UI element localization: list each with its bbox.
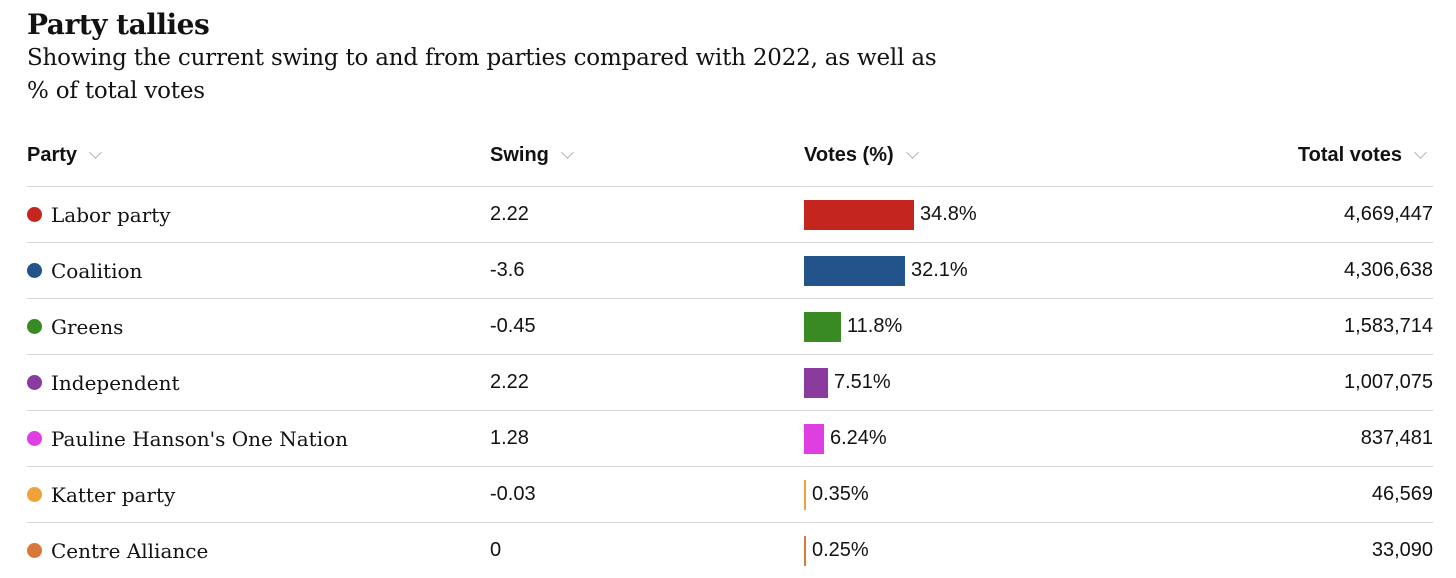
table-body: Labor party 2.22 34.8% 4,669,447 Coalition -3… xyxy=(27,187,1433,578)
swing-value: -0.03 xyxy=(490,483,536,505)
column-header-votes-label: Votes (%) xyxy=(804,144,894,166)
votes-bar xyxy=(804,311,841,342)
table-row: Pauline Hanson's One Nation 1.28 6.24% 837,… xyxy=(27,411,1433,467)
column-header-total-votes[interactable]: Total votes xyxy=(1297,144,1427,167)
table-row: Labor party 2.22 34.8% 4,669,447 xyxy=(27,187,1433,243)
party-cell: Independent xyxy=(27,355,180,410)
party-color-dot-icon xyxy=(27,487,42,502)
chevron-down-icon xyxy=(89,146,102,159)
total-votes-value: 46,569 xyxy=(1371,483,1433,505)
votes-bar xyxy=(804,255,905,286)
party-color-dot-icon xyxy=(27,207,42,222)
table-row: Independent 2.22 7.51% 1,007,075 xyxy=(27,355,1433,411)
swing-value: 2.22 xyxy=(490,371,529,393)
party-cell: Coalition xyxy=(27,243,142,298)
party-tallies-table: Party Swing Votes (%) Total votes Labor … xyxy=(27,128,1433,578)
votes-cell: 34.8% xyxy=(804,187,977,242)
votes-bar xyxy=(804,199,914,230)
total-votes-value: 837,481 xyxy=(1360,427,1433,449)
party-name: Centre Alliance xyxy=(51,538,209,563)
votes-bar xyxy=(804,423,824,454)
table-row: Centre Alliance 0 0.25% 33,090 xyxy=(27,523,1433,578)
column-header-votes[interactable]: Votes (%) xyxy=(804,144,919,167)
votes-percent-label: 32.1% xyxy=(911,259,968,281)
total-votes-value: 4,669,447 xyxy=(1344,203,1433,225)
votes-percent-label: 0.25% xyxy=(812,539,869,561)
party-name: Independent xyxy=(51,370,180,395)
votes-cell: 32.1% xyxy=(804,243,968,298)
chevron-down-icon xyxy=(1414,146,1427,159)
party-cell: Pauline Hanson's One Nation xyxy=(27,411,348,466)
votes-percent-label: 7.51% xyxy=(834,371,891,393)
votes-bar xyxy=(804,479,806,510)
party-name: Katter party xyxy=(51,482,176,507)
votes-percent-label: 34.8% xyxy=(920,203,977,225)
votes-cell: 11.8% xyxy=(804,299,902,354)
table-row: Katter party -0.03 0.35% 46,569 xyxy=(27,467,1433,523)
swing-value: -0.45 xyxy=(490,315,536,337)
table-title: Party tallies xyxy=(27,8,210,41)
party-color-dot-icon xyxy=(27,543,42,558)
chevron-down-icon xyxy=(905,146,919,159)
party-color-dot-icon xyxy=(27,431,42,446)
votes-percent-label: 0.35% xyxy=(812,483,869,505)
total-votes-value: 1,583,714 xyxy=(1344,315,1433,337)
party-color-dot-icon xyxy=(27,263,42,278)
votes-cell: 0.35% xyxy=(804,467,869,522)
table-row: Greens -0.45 11.8% 1,583,714 xyxy=(27,299,1433,355)
votes-bar xyxy=(804,367,828,398)
swing-value: 1.28 xyxy=(490,427,529,449)
party-name: Pauline Hanson's One Nation xyxy=(51,426,349,451)
party-cell: Labor party xyxy=(27,187,171,242)
votes-percent-label: 11.8% xyxy=(847,315,903,337)
votes-cell: 6.24% xyxy=(804,411,887,466)
party-name: Greens xyxy=(51,314,124,339)
party-name: Labor party xyxy=(51,202,171,227)
party-cell: Katter party xyxy=(27,467,175,522)
party-cell: Greens xyxy=(27,299,123,354)
column-header-swing-label: Swing xyxy=(490,144,549,166)
total-votes-value: 33,090 xyxy=(1371,539,1433,561)
party-color-dot-icon xyxy=(27,319,42,334)
swing-value: -3.6 xyxy=(490,259,525,281)
chevron-down-icon xyxy=(561,146,574,159)
party-name: Coalition xyxy=(51,258,143,283)
votes-bar xyxy=(804,535,806,566)
votes-cell: 0.25% xyxy=(804,523,869,578)
table-subtitle: Showing the current swing to and from pa… xyxy=(27,45,937,104)
votes-cell: 7.51% xyxy=(804,355,891,410)
column-header-swing[interactable]: Swing xyxy=(490,144,574,167)
votes-percent-label: 6.24% xyxy=(830,427,887,449)
column-header-total-label: Total votes xyxy=(1297,144,1402,166)
party-color-dot-icon xyxy=(27,375,42,390)
total-votes-value: 4,306,638 xyxy=(1344,259,1433,281)
column-header-party[interactable]: Party xyxy=(27,144,102,167)
swing-value: 0 xyxy=(490,539,502,561)
table-row: Coalition -3.6 32.1% 4,306,638 xyxy=(27,243,1433,299)
party-cell: Centre Alliance xyxy=(27,523,208,578)
total-votes-value: 1,007,075 xyxy=(1344,371,1433,393)
column-header-party-label: Party xyxy=(27,144,78,166)
swing-value: 2.22 xyxy=(490,203,529,225)
table-header: Party Swing Votes (%) Total votes xyxy=(27,128,1433,187)
